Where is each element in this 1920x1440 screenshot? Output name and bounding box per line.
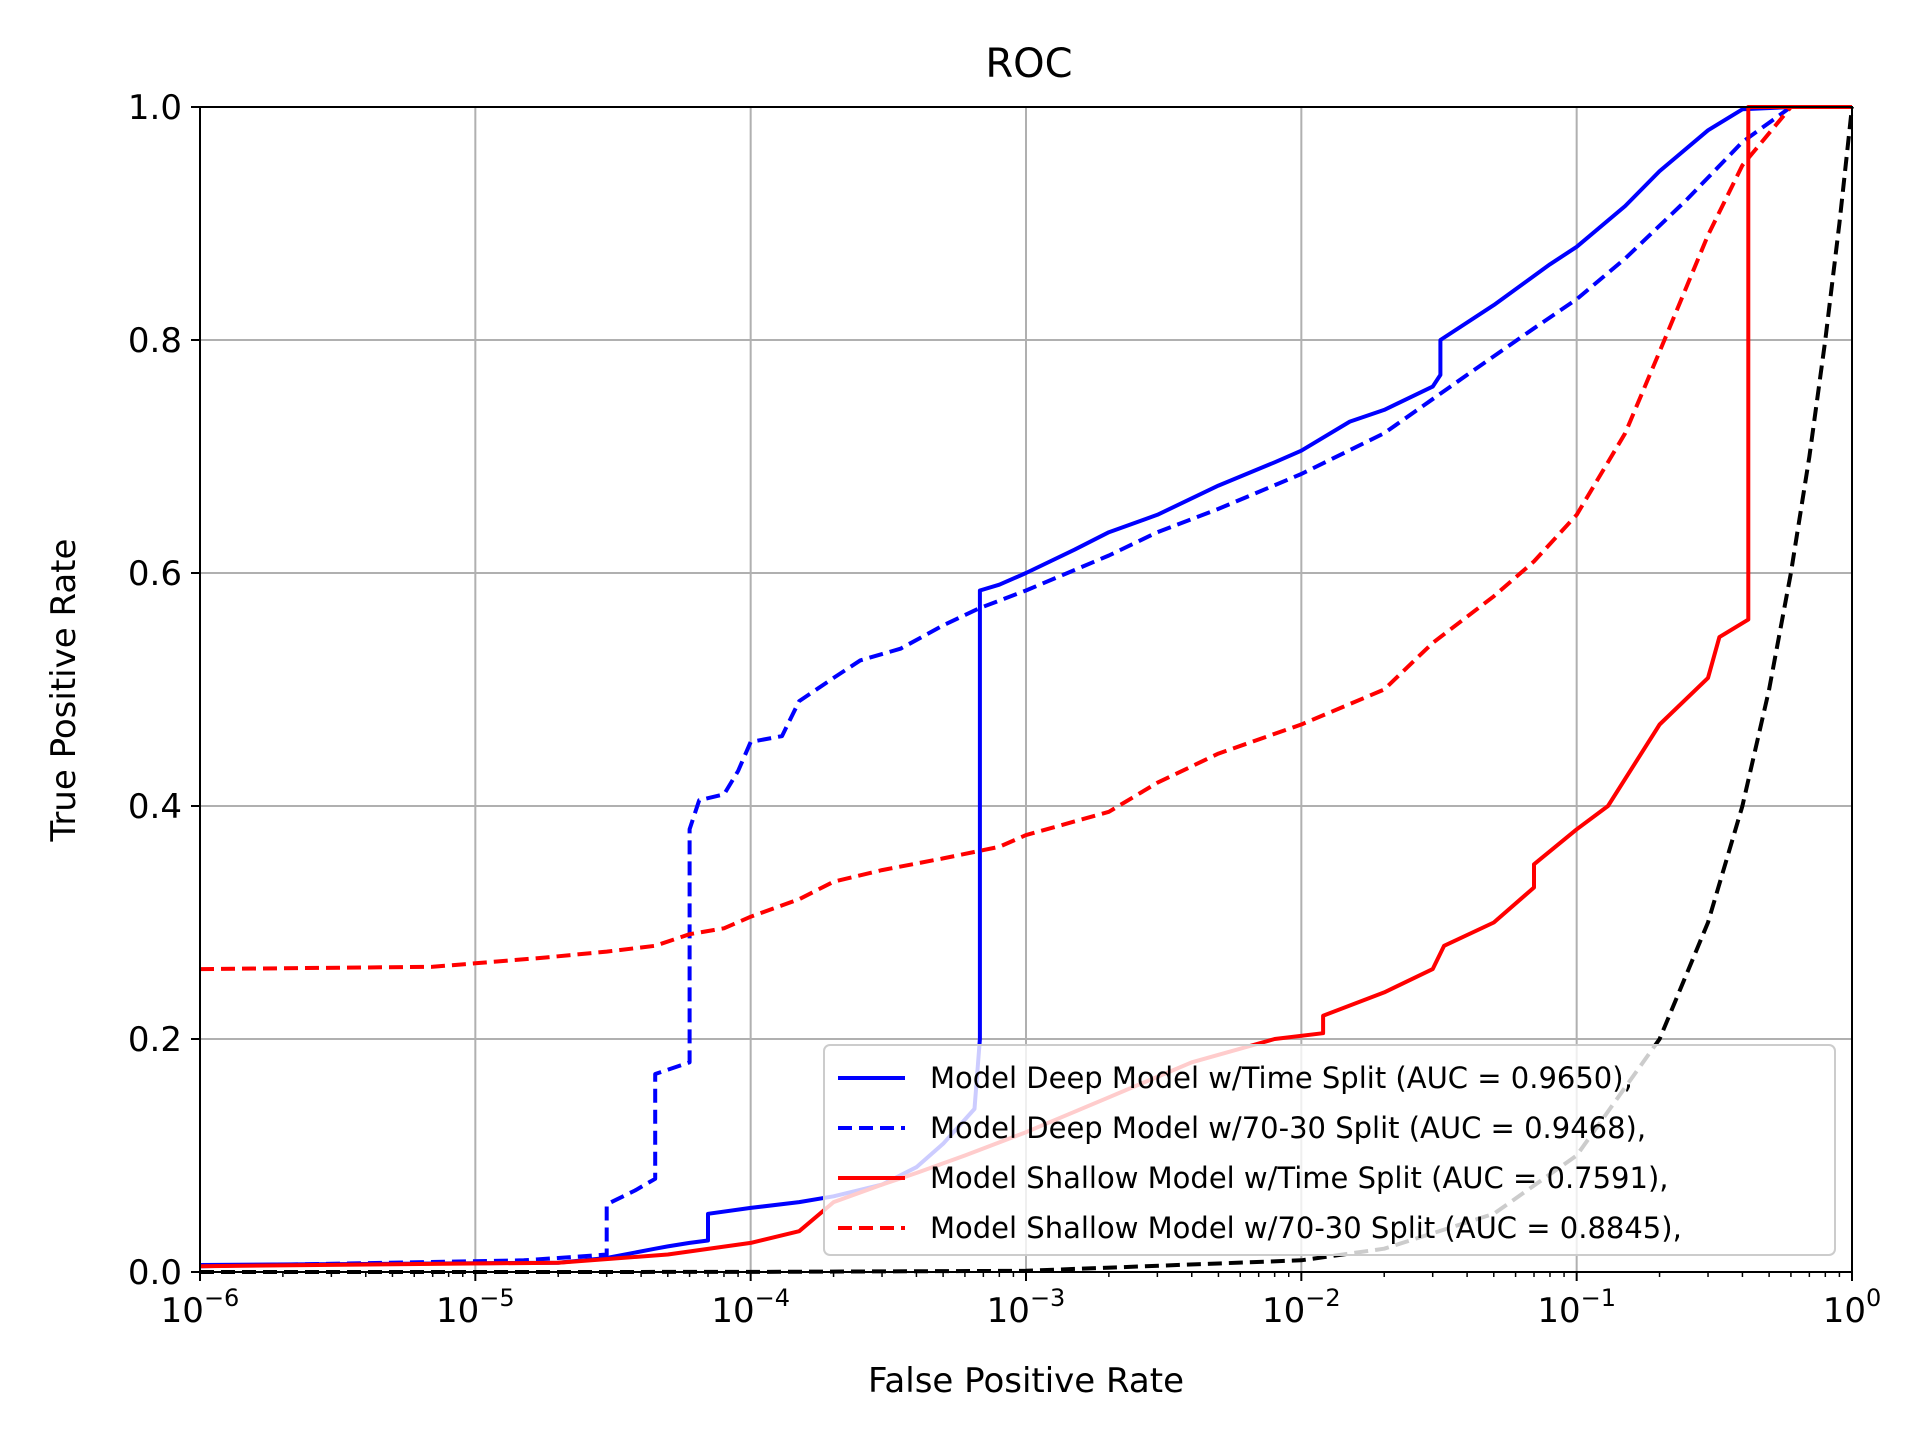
x-tick-base: 10 [1537,1291,1580,1331]
x-tick-label: 10−4 [711,1284,790,1331]
y-tick-label: 0.4 [128,787,182,827]
series-line-0 [199,105,1852,1267]
legend-box [823,1044,1836,1256]
y-tick-label: 0.8 [128,321,182,361]
y-tick-label: 0.0 [128,1253,182,1293]
series-line-3 [199,105,1852,972]
y-tick-label: 0.6 [128,554,182,594]
x-tick-base: 10 [436,1291,479,1331]
x-tick-base: 10 [987,1291,1030,1331]
chart-title: ROC [985,41,1072,87]
y-axis-label: True Positive Rate [44,539,84,843]
x-tick-exponent: −3 [1030,1284,1065,1312]
x-tick-exponent: −1 [1581,1284,1616,1312]
x-tick-exponent: −5 [479,1284,514,1312]
legend-label: Model Deep Model w/70-30 Split (AUC = 0.… [930,1111,1646,1145]
legend-label: Model Shallow Model w/Time Split (AUC = … [930,1161,1669,1195]
x-tick-label: 10−2 [1262,1284,1341,1331]
x-tick-label: 100 [1823,1284,1882,1331]
legend-label: Model Deep Model w/Time Split (AUC = 0.9… [930,1061,1633,1095]
y-tick-label: 0.2 [128,1020,182,1060]
x-axis-label: False Positive Rate [868,1361,1184,1401]
x-tick-label: 10−6 [161,1284,240,1331]
x-tick-exponent: 0 [1866,1284,1881,1312]
x-tick-label: 10−1 [1537,1284,1616,1331]
y-tick-label: 1.0 [128,88,182,128]
legend-label: Model Shallow Model w/70-30 Split (AUC =… [930,1211,1682,1245]
chance-line [200,106,1854,1274]
x-tick-base: 10 [161,1291,204,1331]
x-tick-label: 10−3 [987,1284,1066,1331]
legend: Model Deep Model w/Time Split (AUC = 0.9… [823,1044,1836,1256]
x-tick-exponent: −2 [1305,1284,1340,1312]
x-tick-base: 10 [1262,1291,1305,1331]
x-tick-exponent: −6 [204,1284,239,1312]
x-tick-base: 10 [711,1291,754,1331]
x-tick-base: 10 [1823,1291,1866,1331]
axis-ticks: 0.00.20.40.60.81.010−6 10−5 10−4 10−3 10−2 10… [128,88,1881,1331]
series-line-1 [199,105,1852,1269]
x-tick-exponent: −4 [755,1284,790,1312]
x-tick-label: 10−5 [436,1284,515,1331]
